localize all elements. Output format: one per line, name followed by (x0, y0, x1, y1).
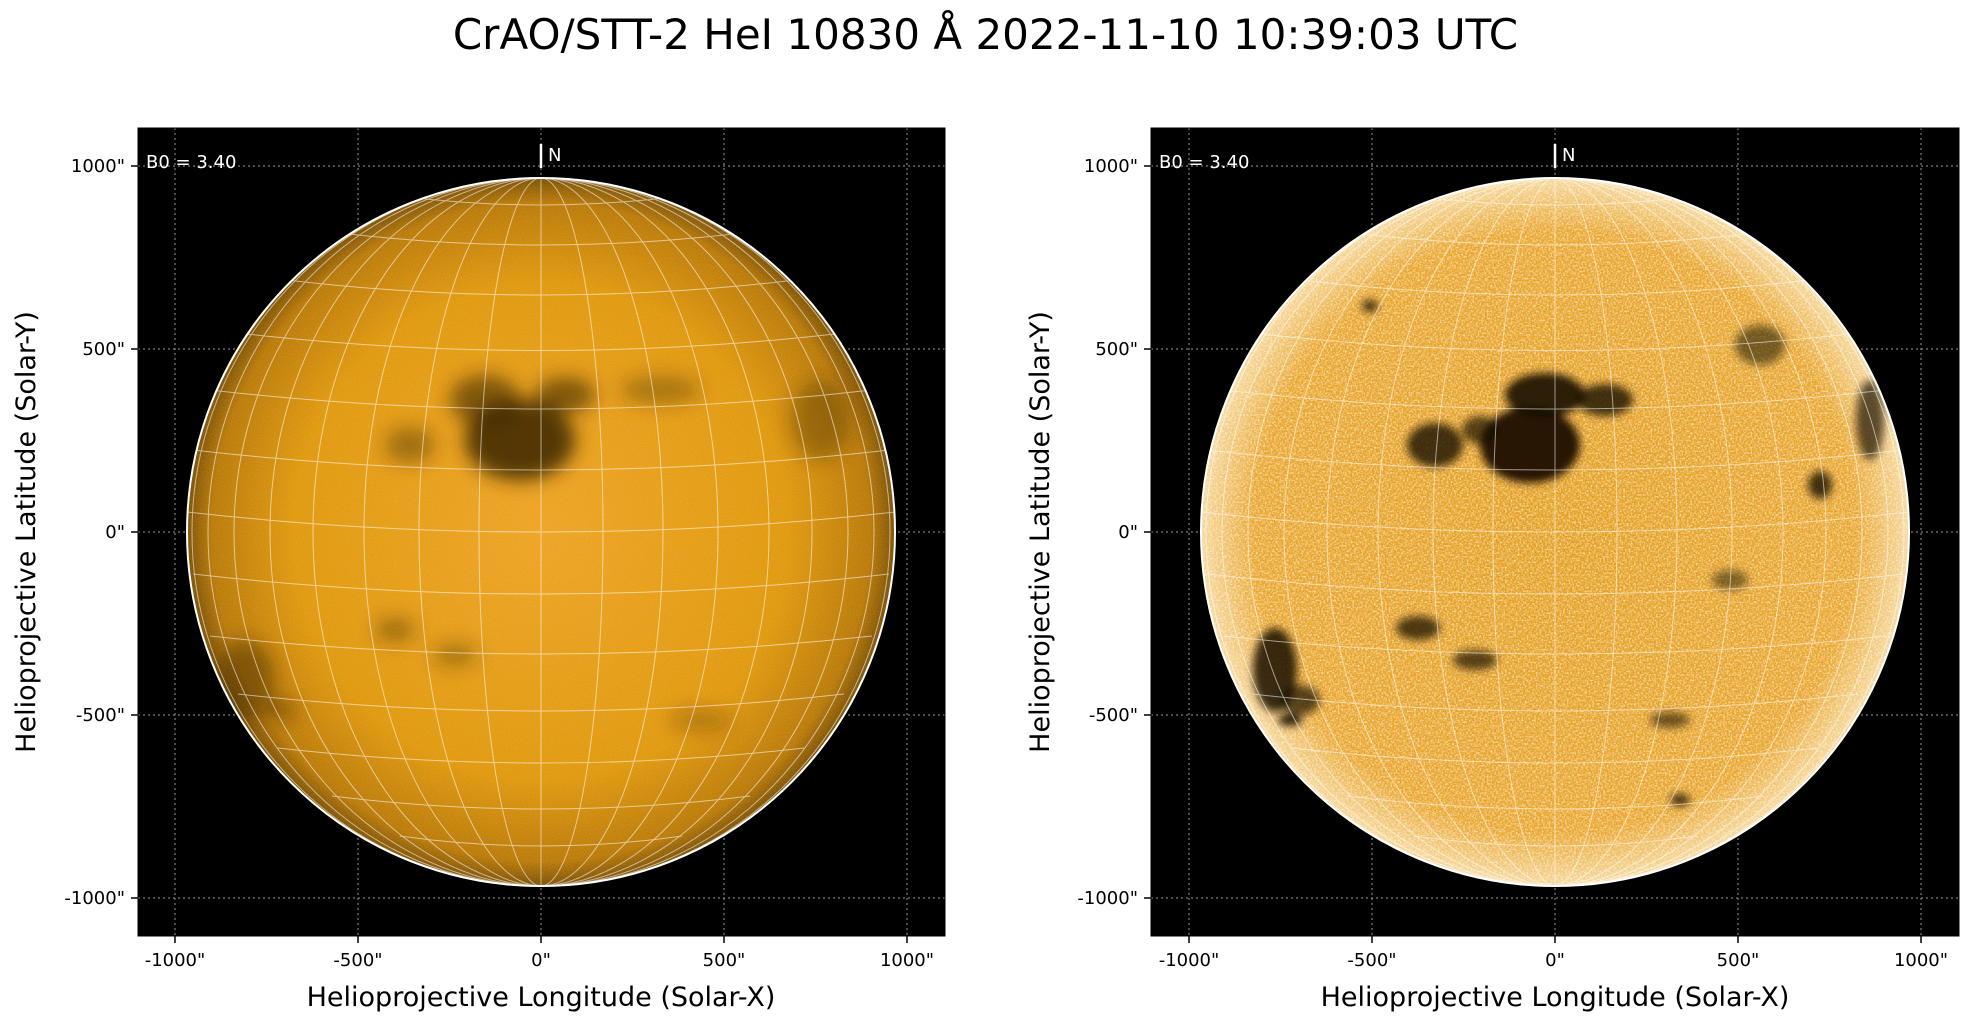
right-y-axis-label: Helioprojective Latitude (Solar-Y) (1025, 311, 1056, 753)
right-b0-label: B0 = 3.40 (1159, 152, 1249, 173)
x-tick-label: 1000" (880, 950, 934, 971)
x-tick-label: -500" (1347, 950, 1396, 971)
left-grid-lines (187, 178, 895, 886)
right-x-tick-labels: -1000" -500" 0" 500" 1000" (1159, 950, 1948, 971)
left-north-label: N (548, 145, 561, 166)
y-tick-label: 0" (105, 522, 125, 543)
y-tick-label: -500" (1089, 705, 1138, 726)
right-north-label: N (1562, 145, 1575, 166)
figure-title: CrAO/STT-2 HeI 10830 Å 2022-11-10 10:39:… (452, 10, 1519, 59)
right-panel: N B0 = 3.40 -1000" -500" 0" 500" 1000" 1… (1025, 127, 1960, 1013)
x-tick-label: 1000" (1894, 950, 1948, 971)
x-tick-label: -1000" (1159, 950, 1220, 971)
y-tick-label: -500" (76, 705, 125, 726)
left-y-tick-labels: 1000" 500" 0" -500" -1000" (64, 156, 125, 909)
x-tick-label: 0" (531, 950, 551, 971)
x-tick-label: 0" (1545, 950, 1565, 971)
y-tick-label: 0" (1118, 522, 1138, 543)
y-tick-label: -1000" (1077, 888, 1138, 909)
x-tick-label: 500" (1717, 950, 1760, 971)
left-b0-label: B0 = 3.40 (146, 152, 236, 173)
y-tick-label: 500" (1095, 339, 1138, 360)
left-sun-disk (186, 177, 896, 887)
right-x-axis-label: Helioprojective Longitude (Solar-X) (1321, 982, 1790, 1013)
y-tick-label: 1000" (71, 156, 125, 177)
x-tick-label: -1000" (145, 950, 206, 971)
left-x-tick-labels: -1000" -500" 0" 500" 1000" (145, 950, 934, 971)
right-limb-circle (1200, 177, 1910, 887)
left-y-axis-label: Helioprojective Latitude (Solar-Y) (11, 311, 42, 753)
left-tick-marks (131, 165, 908, 943)
right-sun-disk (1200, 177, 1910, 887)
x-tick-label: 500" (703, 950, 746, 971)
left-limb-circle (186, 177, 896, 887)
y-tick-label: -1000" (64, 888, 125, 909)
x-tick-label: -500" (333, 950, 382, 971)
left-x-axis-label: Helioprojective Longitude (Solar-X) (307, 982, 776, 1013)
right-y-tick-labels: 1000" 500" 0" -500" -1000" (1077, 156, 1138, 909)
y-tick-label: 500" (82, 339, 125, 360)
right-grid-lines (1201, 178, 1909, 886)
y-tick-label: 1000" (1084, 156, 1138, 177)
left-panel: N B0 = 3.40 -1000" -500" 0" 500" 1000" 1… (11, 127, 946, 1013)
right-tick-marks (1144, 165, 1922, 943)
